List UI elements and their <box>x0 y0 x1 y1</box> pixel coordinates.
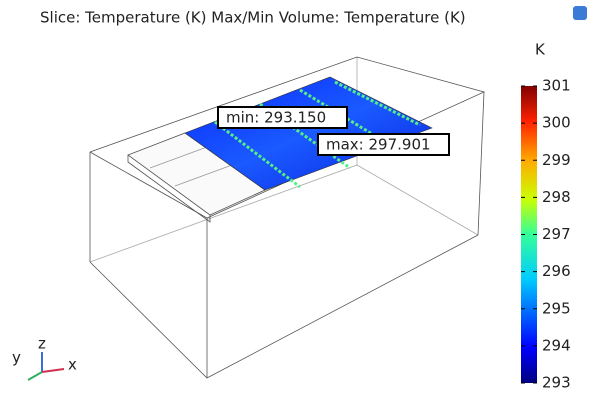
colorbar-tick-label: 297 <box>542 225 571 243</box>
axis-label: z <box>38 335 46 353</box>
chart: Slice: Temperature (K) Max/Min Volume: T… <box>0 0 599 397</box>
toolbar-icon[interactable] <box>573 6 587 20</box>
annotation-label: max: 297.901 <box>326 136 431 154</box>
axis-label: y <box>12 349 21 367</box>
colorbar-tick-label: 300 <box>542 114 571 132</box>
annotation-label: min: 293.150 <box>226 109 326 127</box>
colorbar-unit: K <box>535 41 546 59</box>
axis-label: x <box>68 356 77 374</box>
colorbar-tick-label: 293 <box>542 374 571 392</box>
colorbar-tick-label: 296 <box>542 262 571 280</box>
colorbar-tick-label: 294 <box>542 336 571 354</box>
colorbar-tick-label: 295 <box>542 299 571 317</box>
colorbar-tick-label: 298 <box>542 188 571 206</box>
axis-triad: z x y <box>12 335 77 381</box>
colorbar-tick-label: 301 <box>542 77 571 95</box>
chart-title: Slice: Temperature (K) Max/Min Volume: T… <box>40 9 466 27</box>
colorbar-tick-label: 299 <box>542 151 571 169</box>
geometry <box>90 57 484 378</box>
